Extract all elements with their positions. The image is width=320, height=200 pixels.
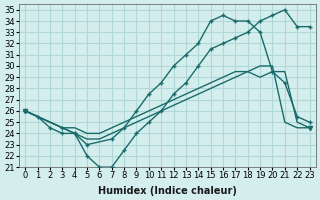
X-axis label: Humidex (Indice chaleur): Humidex (Indice chaleur) bbox=[98, 186, 237, 196]
